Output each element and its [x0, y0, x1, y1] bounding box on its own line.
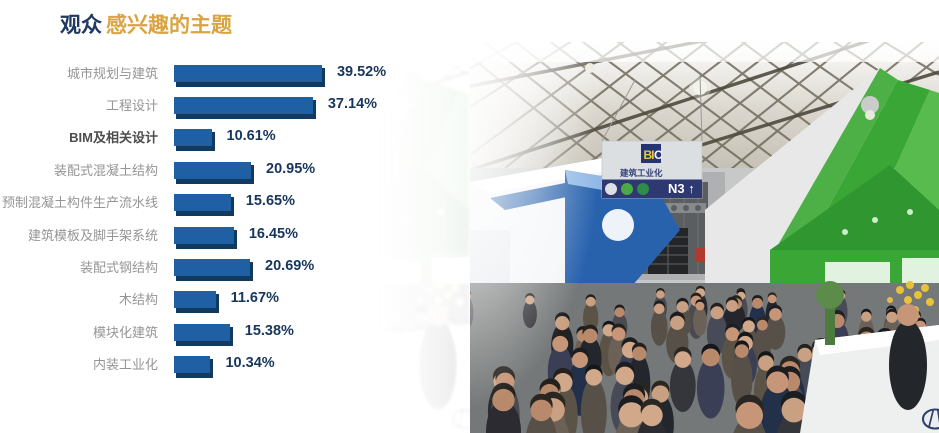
svg-text:BI: BI: [644, 148, 655, 162]
svg-text:N3 ↑: N3 ↑: [668, 181, 695, 196]
svg-text:建筑工业化: 建筑工业化: [619, 168, 663, 178]
svg-text:C: C: [654, 148, 663, 162]
